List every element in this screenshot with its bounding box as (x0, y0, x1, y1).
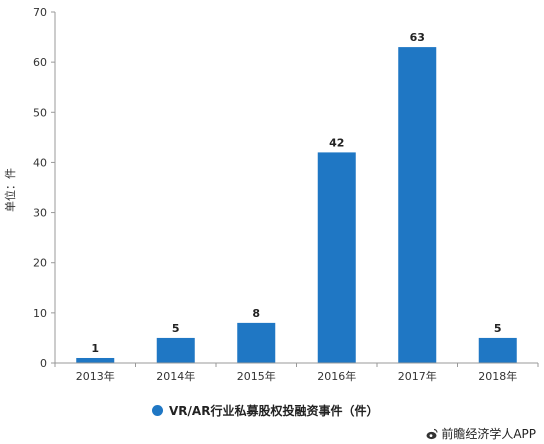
bar (237, 322, 276, 363)
bar (398, 47, 437, 363)
y-tick-label: 0 (40, 357, 47, 370)
bar-value-label: 8 (252, 307, 260, 320)
y-tick-label: 10 (33, 307, 47, 320)
bars (76, 47, 517, 363)
x-tick-label: 2013年 (76, 369, 115, 383)
legend-marker (152, 405, 163, 416)
bar (76, 357, 115, 363)
y-axis-label: 单位：件 (3, 168, 17, 212)
x-tick-label: 2016年 (317, 369, 356, 383)
bar-chart: 0 10 20 30 40 50 60 70 1 5 8 42 63 5 2013年 2014年 2015年… (3, 6, 539, 383)
bar (156, 337, 195, 363)
bar-value-label: 5 (172, 322, 180, 335)
x-tick-label: 2017年 (398, 369, 437, 383)
weibo-icon (426, 428, 438, 439)
x-tick-label: 2018年 (478, 369, 517, 383)
legend-label: VR/AR行业私募股权投融资事件（件） (169, 404, 379, 418)
bar-value-label: 63 (410, 31, 425, 44)
x-tick-label: 2015年 (237, 369, 276, 383)
y-tick-label: 20 (33, 257, 47, 270)
bar-value-label: 42 (329, 136, 344, 149)
x-tick-label: 2014年 (156, 369, 195, 383)
bar (478, 337, 517, 363)
y-tick-label: 50 (33, 106, 47, 119)
y-axis: 0 10 20 30 40 50 60 70 (33, 6, 56, 370)
x-axis: 2013年 2014年 2015年 2016年 2017年 2018年 (54, 362, 539, 383)
y-tick-label: 60 (33, 56, 47, 69)
bar-value-label: 1 (91, 342, 99, 355)
source-credit: 前瞻经济学人APP (426, 425, 536, 442)
y-tick-label: 40 (33, 156, 47, 169)
data-labels: 1 5 8 42 63 5 (91, 31, 501, 355)
y-tick-label: 70 (33, 6, 47, 19)
bar (317, 152, 356, 363)
legend: VR/AR行业私募股权投融资事件（件） (152, 402, 378, 419)
y-tick-label: 30 (33, 207, 47, 220)
bar-value-label: 5 (494, 322, 502, 335)
credit-text: 前瞻经济学人APP (441, 427, 536, 441)
